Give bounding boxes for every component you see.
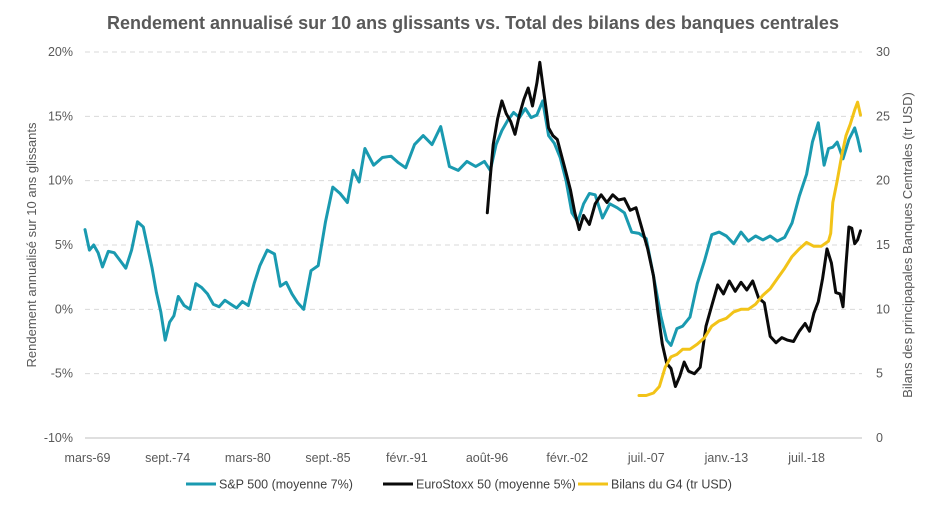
y-tick-label: 20% bbox=[48, 45, 73, 59]
y-tick-label: 15% bbox=[48, 109, 73, 123]
series-line-eurostoxx bbox=[485, 60, 862, 388]
right-axis-ticks: 0 5 10 15 20 25 30 bbox=[876, 45, 890, 445]
y2-tick-label: 5 bbox=[876, 367, 883, 381]
y2-tick-label: 10 bbox=[876, 302, 890, 316]
legend: S&P 500 (moyenne 7%) EuroStoxx 50 (moyenn… bbox=[186, 478, 732, 492]
legend-label: Bilans du G4 (tr USD) bbox=[611, 478, 732, 492]
y2-tick-label: 30 bbox=[876, 45, 890, 59]
series-lines bbox=[83, 60, 862, 397]
x-axis-ticks: mars-69 sept.-74 mars-80 sept.-85 févr.-91 ao… bbox=[65, 451, 826, 465]
y2-tick-label: 0 bbox=[876, 431, 883, 445]
y2-tick-label: 25 bbox=[876, 109, 890, 123]
x-tick-label: août-96 bbox=[466, 451, 508, 465]
x-tick-label: mars-69 bbox=[65, 451, 111, 465]
y2-tick-label: 15 bbox=[876, 238, 890, 252]
x-tick-label: janv.-13 bbox=[704, 451, 749, 465]
x-tick-label: juil.-07 bbox=[627, 451, 665, 465]
y-tick-label: 10% bbox=[48, 174, 73, 188]
x-tick-label: sept.-85 bbox=[305, 451, 350, 465]
legend-label: S&P 500 (moyenne 7%) bbox=[219, 478, 353, 492]
y-tick-label: 5% bbox=[55, 238, 73, 252]
y-tick-label: 0% bbox=[55, 302, 73, 316]
left-axis-ticks: -10% -5% 0% 5% 10% 15% 20% bbox=[44, 45, 73, 445]
y2-tick-label: 20 bbox=[876, 174, 890, 188]
y2-axis-label: Bilans des principapales Banques Central… bbox=[900, 92, 915, 398]
gridlines bbox=[85, 51, 862, 375]
chart-title: Rendement annualisé sur 10 ans glissants… bbox=[107, 13, 839, 33]
legend-label: EuroStoxx 50 (moyenne 5%) bbox=[416, 478, 576, 492]
x-tick-label: juil.-18 bbox=[787, 451, 825, 465]
y-tick-label: -10% bbox=[44, 431, 73, 445]
x-tick-label: sept.-74 bbox=[145, 451, 190, 465]
x-tick-label: mars-80 bbox=[225, 451, 271, 465]
series-line-g4 bbox=[637, 100, 862, 397]
series-line-sp500 bbox=[83, 99, 862, 347]
y-axis-label: Rendement annualisé sur 10 ans glissants bbox=[24, 122, 39, 367]
y-tick-label: -5% bbox=[51, 367, 73, 381]
x-tick-label: févr.-91 bbox=[386, 451, 428, 465]
x-tick-label: févr.-02 bbox=[546, 451, 588, 465]
